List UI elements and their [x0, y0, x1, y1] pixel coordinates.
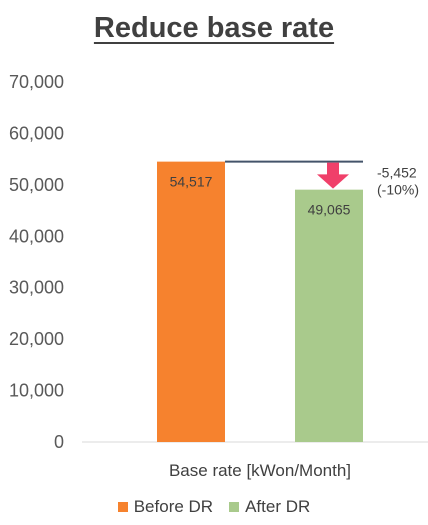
- y-axis-tick-labels: 0 10,000 20,000 30,000 40,000 50,000 60,000 70,…: [9, 72, 64, 452]
- y-tick-label: 70,000: [9, 72, 64, 92]
- legend-item-before-dr: Before DR: [117, 497, 214, 517]
- y-tick-label: 40,000: [9, 226, 64, 246]
- chart-title: Reduce base rate: [93, 12, 335, 44]
- y-tick-label: 20,000: [9, 329, 64, 349]
- legend-swatch-after-dr: [229, 502, 240, 512]
- legend-swatch-before-dr: [117, 502, 128, 512]
- y-tick-label: 10,000: [9, 381, 64, 401]
- bar-chart: 0 10,000 20,000 30,000 40,000 50,000 60,000 70,…: [9, 72, 428, 480]
- y-tick-label: 0: [54, 432, 64, 452]
- legend-label-before-dr: Before DR: [133, 497, 214, 516]
- y-tick-label: 30,000: [9, 278, 64, 298]
- data-label-before-dr: 54,517: [170, 174, 213, 190]
- y-tick-label: 50,000: [9, 175, 64, 195]
- data-label-after-dr: 49,065: [308, 202, 351, 218]
- down-arrow-icon: [317, 162, 349, 189]
- x-category-label: Base rate [kWon/Month]: [169, 461, 351, 480]
- bar-after-dr: [295, 189, 363, 442]
- bars-group: 54,517 49,065: [157, 161, 363, 442]
- difference-percent-label: (-10%): [377, 182, 419, 198]
- legend: Before DR After DR: [0, 497, 428, 517]
- legend-label-after-dr: After DR: [245, 497, 311, 516]
- bar-before-dr: [157, 161, 225, 442]
- difference-value-label: -5,452: [377, 165, 417, 181]
- legend-item-after-dr: After DR: [229, 497, 310, 517]
- y-tick-label: 60,000: [9, 123, 64, 143]
